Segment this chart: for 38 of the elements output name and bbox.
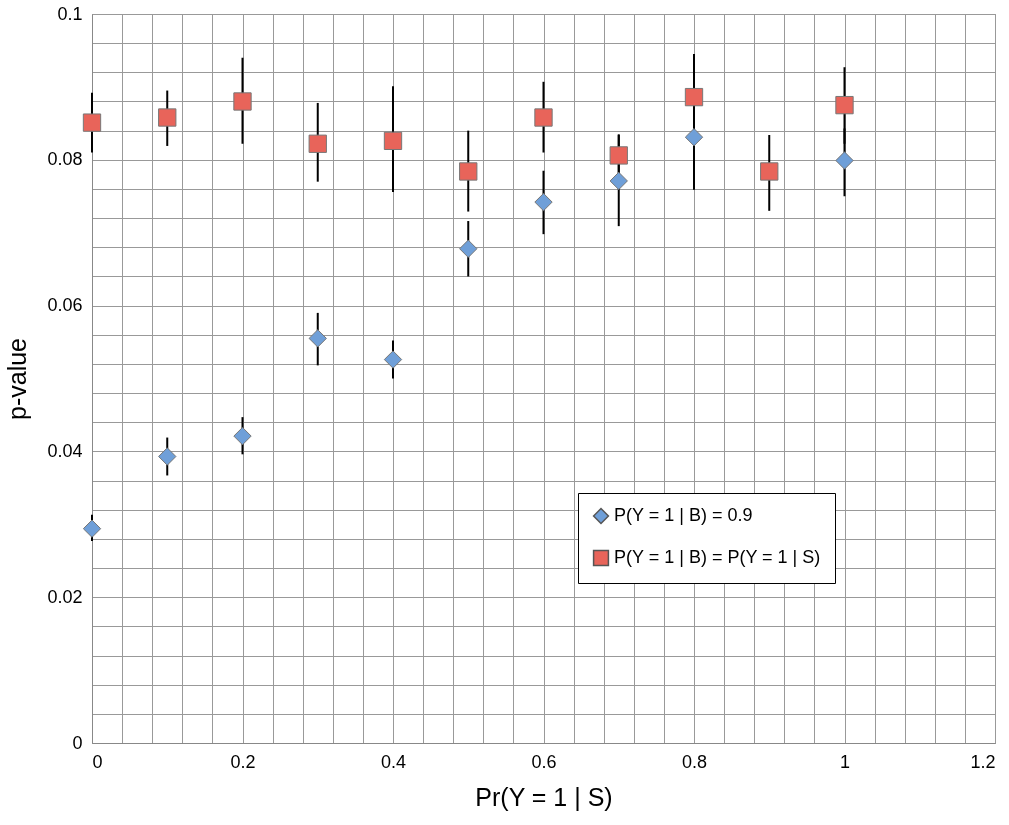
point [835,95,854,115]
y-tick-label: 0.1 [57,3,83,24]
x-tick-label: 0.4 [380,751,407,772]
point [82,519,102,538]
point [308,134,327,153]
x-axis-title: Pr(Y = 1 | S) [475,782,613,811]
point [459,162,478,181]
point [82,113,102,132]
point [684,128,704,147]
x-tick-label: 0 [92,751,103,772]
x-tick-label: 0.8 [681,751,708,772]
legend-label: P(Y = 1 | B) = P(Y = 1 | S) [614,547,821,567]
point [835,151,854,170]
point [684,87,704,107]
point [609,171,628,191]
y-tick-label: 0 [72,732,83,753]
point [233,92,252,111]
y-tick-label: 0.08 [47,149,83,170]
x-tick-label: 1 [839,751,851,772]
point [383,350,403,369]
point [760,162,779,181]
x-tick-label: 1.2 [970,751,996,772]
point [609,146,628,165]
y-tick-label: 0.02 [47,586,83,607]
point [158,447,177,466]
point [459,239,478,258]
x-tick-label: 0.2 [230,751,256,772]
y-tick-label: 0.04 [47,440,83,461]
point [534,108,553,127]
y-axis-title: p-value [3,338,32,420]
legend-label: P(Y = 1 | B) = 0.9 [614,505,753,525]
point [233,426,252,446]
y-tick-label: 0.06 [47,295,83,316]
point [158,108,177,127]
point [534,192,553,212]
point [383,131,403,151]
point [308,329,327,348]
x-tick-label: 0.6 [531,751,557,772]
